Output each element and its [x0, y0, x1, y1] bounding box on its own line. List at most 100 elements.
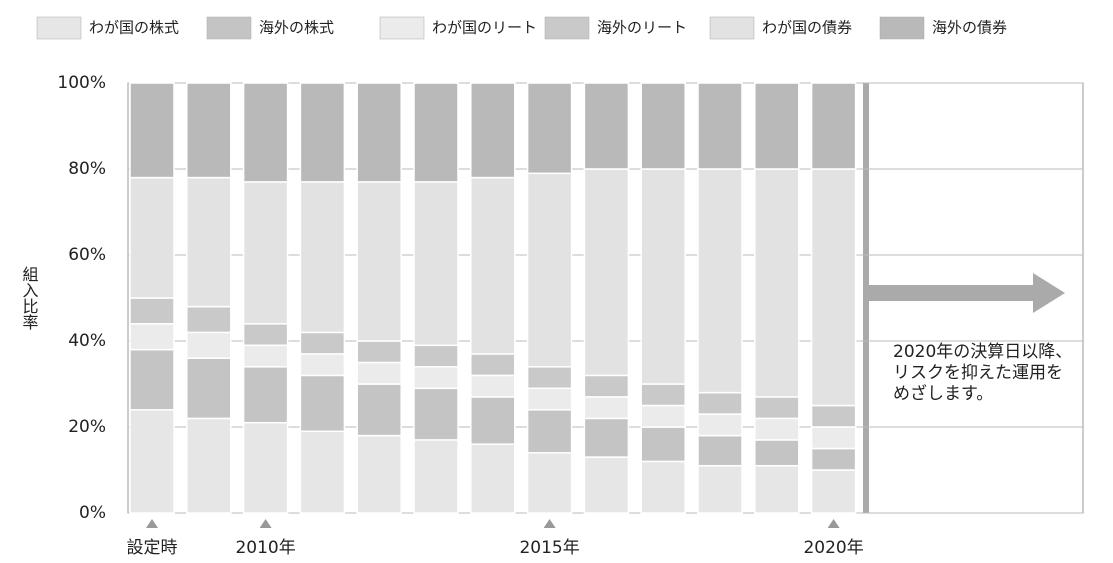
bar-segment [470, 353, 516, 377]
bar-segment [413, 439, 459, 514]
bar-segment [129, 297, 175, 325]
x-tick-label: 2015年 [519, 538, 579, 558]
bar-segment [810, 168, 857, 407]
y-tick-label: 40% [68, 331, 106, 351]
bar-segment [754, 82, 800, 170]
bar-segment [129, 409, 175, 514]
bar-segment [413, 181, 459, 347]
y-tick-label: 0% [79, 503, 106, 523]
legend-label: わが国のリート [432, 19, 537, 37]
bar-segment [754, 417, 800, 441]
bar-segment [356, 434, 402, 514]
bar-segment [470, 176, 516, 355]
bar-segment [242, 181, 289, 325]
bar-segment [697, 391, 743, 415]
x-tick-label: 2010年 [235, 538, 295, 558]
bar-segment [583, 168, 630, 377]
bar-segment [186, 331, 232, 359]
bar-segment [754, 396, 800, 420]
bar-segment [299, 353, 346, 377]
bar-segment [299, 331, 346, 355]
bar-segment [299, 374, 346, 433]
bar-segment [697, 168, 743, 394]
y-tick-label: 60% [68, 245, 106, 265]
bar-segment [526, 172, 573, 368]
bar-segment [242, 344, 289, 368]
annotation: リスクを抑えた運用を [893, 363, 1063, 383]
divider [863, 83, 869, 513]
bar-segment [470, 443, 516, 514]
bar-segment [640, 460, 686, 514]
annotation: めざします。 [893, 383, 993, 404]
bar-segment [754, 439, 800, 467]
x-tick-label: 設定時 [127, 538, 178, 558]
bar-segment [470, 396, 516, 445]
bar-segment [697, 464, 743, 514]
bar-segment [470, 374, 516, 398]
bar-segment [810, 447, 857, 471]
bar-segment [697, 434, 743, 467]
bar-segment [299, 82, 346, 183]
bar-segment [186, 82, 232, 179]
bar-segment [583, 374, 630, 398]
bar-segment [754, 168, 800, 398]
bar-segment [583, 82, 630, 170]
bar-segment [583, 417, 630, 458]
bar-segment [640, 426, 686, 463]
bar-segment [356, 82, 402, 183]
bar-segment [356, 181, 402, 342]
bar-segment [810, 82, 857, 170]
bar-segment [356, 340, 402, 364]
arrow [869, 273, 1065, 313]
legend-swatch [379, 16, 425, 40]
bar-segment [242, 82, 289, 183]
bar-segment [242, 366, 289, 424]
bar-segment [299, 181, 346, 334]
y-tick-label: 20% [68, 417, 106, 437]
bar-segment [640, 383, 686, 407]
x-tick-label: 2020年 [803, 538, 863, 558]
bar-segment [242, 421, 289, 514]
bar-segment [640, 168, 686, 385]
bar-segment [356, 383, 402, 437]
bar-segment [186, 305, 232, 334]
legend-swatch [36, 16, 82, 40]
bar-segment [413, 366, 459, 390]
bar-segment [583, 396, 630, 420]
legend-label: わが国の債券 [762, 19, 852, 37]
legend-label: わが国の株式 [89, 19, 179, 37]
bar-segment [583, 456, 630, 514]
bar-segment [754, 464, 800, 514]
bar-segment [526, 82, 573, 175]
annotation: 2020年の決算日以降、 [893, 342, 1072, 362]
bar-segment [526, 409, 573, 454]
legend-label: 海外の株式 [259, 19, 334, 37]
y-tick-label: 100% [57, 73, 106, 93]
y-tick-label: 80% [68, 159, 106, 179]
bar-segment [413, 82, 459, 183]
bar-segment [810, 426, 857, 450]
bar-segment [129, 82, 175, 179]
bar-segment [697, 82, 743, 170]
legend-swatch [879, 16, 925, 40]
tick-marker [146, 519, 158, 528]
bar-segment [810, 404, 857, 428]
bar-segment [640, 404, 686, 428]
bar-segment [470, 82, 516, 179]
legend-swatch [544, 16, 590, 40]
bar-segment [129, 323, 175, 351]
legend-swatch [709, 16, 755, 40]
bar-segment [356, 361, 402, 385]
legend-label: 海外のリート [597, 19, 687, 37]
tick-marker [259, 519, 272, 528]
tick-marker [827, 519, 840, 528]
legend-swatch [206, 16, 252, 40]
bar-segment [413, 387, 459, 441]
bar-segment [129, 348, 175, 411]
bar-segment [129, 176, 175, 299]
bar-segment [299, 430, 346, 514]
bar-segment [186, 417, 232, 514]
bar-segment [413, 344, 459, 368]
bar-segment [640, 82, 686, 170]
